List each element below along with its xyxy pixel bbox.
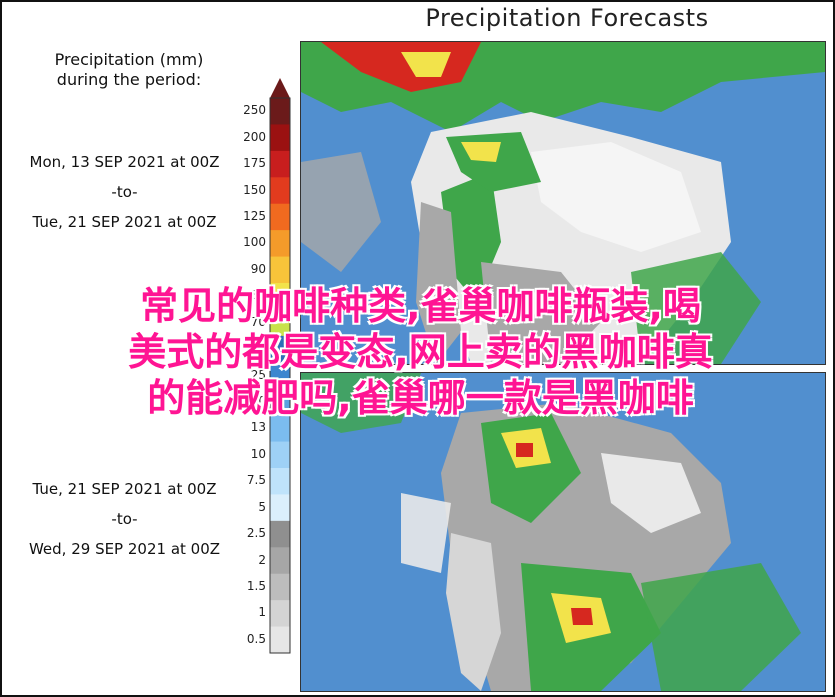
colorbar: 250 200 175 150 125 100 90 80 70 30 25 20 13 10 7.5 5 2.… (232, 78, 292, 663)
colorbar-segment (270, 441, 290, 469)
period1-end: Tue, 21 SEP 2021 at 00Z (32, 213, 217, 231)
colorbar-segment (270, 98, 290, 125)
colorbar-segment (270, 309, 290, 337)
colorbar-tick-label: 90 (250, 261, 266, 276)
period1-start: Mon, 13 SEP 2021 at 00Z (29, 153, 220, 171)
colorbar-segment (270, 468, 290, 495)
colorbar-tick-label: 2.5 (246, 526, 266, 541)
colorbar-segment (270, 256, 290, 284)
colorbar-segment (270, 177, 290, 205)
period2-end: Wed, 29 SEP 2021 at 00Z (28, 540, 221, 558)
colorbar-graphic (269, 78, 291, 654)
period2-start: Tue, 21 SEP 2021 at 00Z (32, 480, 217, 498)
colorbar-tick-label: 70 (250, 314, 266, 329)
colorbar-tick-label: 10 (250, 446, 266, 461)
colorbar-tick-label: 1 (258, 605, 266, 620)
overlay-line1: 常见的咖啡种类,雀巢咖啡瓶装,喝 (140, 284, 701, 328)
colorbar-tick-label: 30 (250, 341, 266, 356)
colorbar-arrow (270, 78, 290, 98)
legend-title-line1: Precipitation (mm) (54, 50, 204, 69)
colorbar-segment (270, 335, 290, 363)
colorbar-tick-label: 13 (250, 420, 266, 435)
period2-to: -to- (111, 510, 138, 528)
colorbar-outline (269, 97, 291, 654)
legend-title: Precipitation (mm) during the period: (24, 50, 234, 90)
colorbar-tick-label: 175 (243, 156, 266, 171)
colorbar-tick-label: 25 (250, 367, 266, 382)
heavy-rain-zone (516, 443, 533, 457)
map-week2 (300, 372, 826, 692)
colorbar-segment (270, 203, 290, 231)
map-week1 (300, 41, 826, 365)
figure-title: Precipitation Forecasts (425, 4, 709, 32)
colorbar-segment (270, 520, 290, 548)
colorbar-segment (270, 600, 290, 628)
colorbar-tick-label: 80 (250, 288, 266, 303)
map-week1-graphic (301, 42, 825, 364)
colorbar-segment (270, 415, 290, 443)
colorbar-tick-label: 20 (250, 393, 266, 408)
colorbar-tick-label: 200 (243, 129, 266, 144)
colorbar-tick-label: 100 (243, 235, 266, 250)
colorbar-segment (270, 388, 290, 416)
colorbar-tick-label: 150 (243, 182, 266, 197)
colorbar-segment (270, 124, 290, 152)
colorbar-segment (270, 494, 290, 522)
overlay-line3: 的能减肥吗,雀巢哪一款是黑咖啡 (147, 376, 694, 420)
colorbar-segment (270, 573, 290, 601)
coastal-dry-gray (416, 202, 461, 364)
colorbar-tick-label: 125 (243, 208, 266, 223)
overlay-line2: 美式的都是变态,网上卖的黑咖啡真 (128, 330, 713, 374)
colorbar-segment (270, 283, 290, 310)
colorbar-tick-label: 5 (258, 499, 266, 514)
colorbar-tick-label: 1.5 (246, 578, 266, 593)
colorbar-tick-label: 2 (258, 552, 266, 567)
colorbar-segment (270, 626, 290, 654)
colorbar-segment (270, 362, 290, 390)
colorbar-segment (270, 230, 290, 258)
period1-to: -to- (111, 183, 138, 201)
colorbar-tick-label: 250 (243, 103, 266, 118)
legend-title-line2: during the period: (56, 70, 202, 89)
colorbar-tick-label: 0.5 (246, 631, 266, 646)
colorbar-segment (270, 150, 290, 178)
map-week2-graphic (301, 373, 825, 691)
colorbar-tick-label: 7.5 (246, 473, 266, 488)
overlay-caption: 常见的咖啡种类,雀巢咖啡瓶装,喝 美式的都是变态,网上卖的黑咖啡真 的能减肥吗,… (18, 283, 823, 421)
colorbar-segment (270, 547, 290, 575)
